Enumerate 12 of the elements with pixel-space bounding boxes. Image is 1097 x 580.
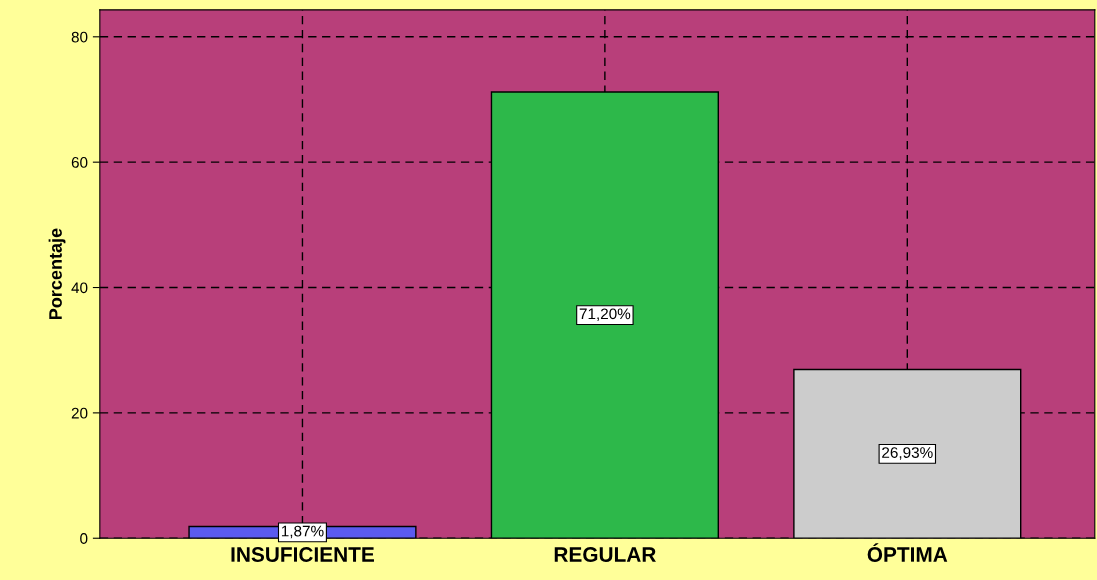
x-tick-label: ÓPTIMA xyxy=(867,543,948,562)
x-tick-label: REGULAR xyxy=(554,547,656,562)
y-tick-label: 40 xyxy=(71,282,88,294)
data-label: 1,87% xyxy=(281,525,324,539)
y-tick-label: 20 xyxy=(71,407,88,419)
y-tick-label: 80 xyxy=(71,31,88,43)
data-label: 71,20% xyxy=(579,308,631,322)
y-tick-label: 0 xyxy=(80,533,88,544)
y-axis-title: Porcentaje xyxy=(48,228,66,319)
y-tick-label: 60 xyxy=(71,157,88,168)
data-label: 26,93% xyxy=(882,447,933,460)
x-tick-label: INSUFICIENTE xyxy=(231,547,374,562)
